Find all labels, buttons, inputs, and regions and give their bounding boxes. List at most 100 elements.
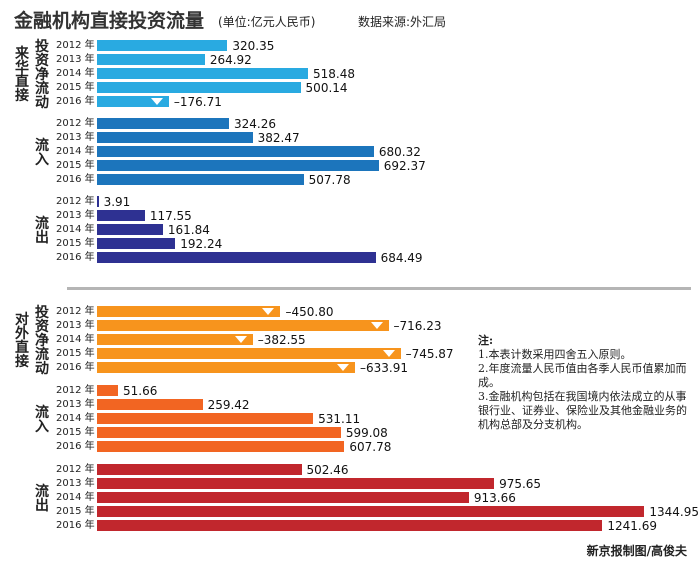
data-label: 502.46	[306, 463, 349, 477]
year-label: 2013 年	[56, 320, 95, 331]
data-label: –176.71	[173, 95, 222, 109]
year-label: 2012 年	[56, 306, 95, 317]
bar	[97, 210, 145, 221]
data-label: 259.42	[207, 398, 250, 412]
data-label: 599.08	[345, 426, 388, 440]
bar	[97, 306, 281, 317]
data-label: 161.84	[167, 223, 210, 237]
data-label: 913.66	[473, 491, 516, 505]
negative-marker-icon	[262, 308, 275, 315]
bar	[97, 132, 253, 143]
bar	[97, 118, 229, 129]
bar	[97, 174, 304, 185]
data-label: –450.80	[285, 305, 334, 319]
group-label: 投资净流动	[35, 305, 49, 377]
negative-marker-icon	[150, 98, 163, 105]
data-label: 192.24	[180, 237, 223, 251]
bar	[97, 54, 205, 65]
section-label: 来华直接	[15, 46, 29, 104]
bar	[97, 399, 203, 410]
chart-title: 金融机构直接投资流量	[14, 10, 205, 32]
year-label: 2013 年	[56, 210, 95, 221]
data-label: 320.35	[232, 39, 275, 53]
notes: 注: 1.本表计数采用四舍五入原则。 2.年度流量人民币值由各季人民币值累加而成…	[478, 334, 688, 432]
note-item: 2.年度流量人民币值由各季人民币值累加而成。	[478, 362, 687, 389]
year-label: 2016 年	[56, 441, 95, 452]
bar	[97, 96, 169, 107]
year-label: 2016 年	[56, 520, 95, 531]
bar	[97, 385, 119, 396]
bar	[97, 520, 603, 531]
year-label: 2014 年	[56, 68, 95, 79]
data-label: 692.37	[383, 159, 426, 173]
data-label: –745.87	[405, 347, 454, 361]
bar	[97, 196, 99, 207]
data-label: 680.32	[378, 145, 421, 159]
year-label: 2013 年	[56, 54, 95, 65]
year-label: 2016 年	[56, 96, 95, 107]
data-label: 684.49	[380, 251, 423, 265]
data-label: 518.48	[313, 67, 356, 81]
data-label: –382.55	[257, 333, 306, 347]
year-label: 2015 年	[56, 348, 95, 359]
year-label: 2016 年	[56, 362, 95, 373]
year-label: 2014 年	[56, 492, 95, 503]
year-label: 2014 年	[56, 334, 95, 345]
year-label: 2014 年	[56, 224, 95, 235]
group-label: 流入	[35, 405, 49, 435]
bar	[97, 492, 469, 503]
data-source: 数据来源:外汇局	[358, 15, 447, 29]
negative-marker-icon	[370, 322, 383, 329]
data-label: 1241.69	[607, 519, 657, 533]
bar	[97, 506, 645, 517]
year-label: 2015 年	[56, 427, 95, 438]
bar	[97, 238, 176, 249]
notes-heading: 注:	[478, 334, 494, 347]
bar	[97, 252, 376, 263]
section-divider	[67, 287, 691, 290]
bar	[97, 441, 345, 452]
data-label: –633.91	[360, 361, 408, 375]
data-label: 51.66	[123, 384, 158, 398]
negative-marker-icon	[234, 336, 247, 343]
group-label: 流出	[35, 484, 49, 514]
year-label: 2013 年	[56, 132, 95, 143]
data-label: 1344.95	[649, 505, 699, 519]
data-label: 500.14	[305, 81, 348, 95]
year-label: 2016 年	[56, 174, 95, 185]
note-item: 3.金融机构包括在我国境内依法成立的从事银行业、证券业、保险业及其他金融业务的机…	[478, 390, 687, 431]
year-label: 2012 年	[56, 464, 95, 475]
data-label: 117.55	[149, 209, 192, 223]
bar	[97, 146, 374, 157]
year-label: 2015 年	[56, 238, 95, 249]
year-label: 2015 年	[56, 506, 95, 517]
year-label: 2013 年	[56, 399, 95, 410]
bar	[97, 478, 495, 489]
year-label: 2012 年	[56, 196, 95, 207]
bar	[97, 413, 314, 424]
data-label: 507.78	[308, 173, 351, 187]
bar	[97, 348, 401, 359]
year-label: 2016 年	[56, 252, 95, 263]
data-label: 264.92	[209, 53, 252, 67]
data-label: 531.11	[318, 412, 361, 426]
year-label: 2014 年	[56, 413, 95, 424]
credit: 新京报制图/高俊夫	[586, 544, 687, 558]
year-label: 2014 年	[56, 146, 95, 157]
data-label: –716.23	[393, 319, 442, 333]
negative-marker-icon	[337, 364, 349, 371]
bar	[97, 362, 355, 373]
bar	[97, 40, 228, 51]
note-item: 1.本表计数采用四舍五入原则。	[478, 348, 632, 361]
year-label: 2015 年	[56, 160, 95, 171]
negative-marker-icon	[382, 350, 395, 357]
year-label: 2015 年	[56, 82, 95, 93]
data-label: 324.26	[233, 117, 276, 131]
bar	[97, 82, 301, 93]
data-label: 3.91	[103, 195, 131, 209]
unit-label: (单位:亿元人民币)	[218, 15, 316, 29]
year-label: 2012 年	[56, 385, 95, 396]
bar	[97, 224, 163, 235]
year-label: 2013 年	[56, 478, 95, 489]
bar	[97, 68, 309, 79]
